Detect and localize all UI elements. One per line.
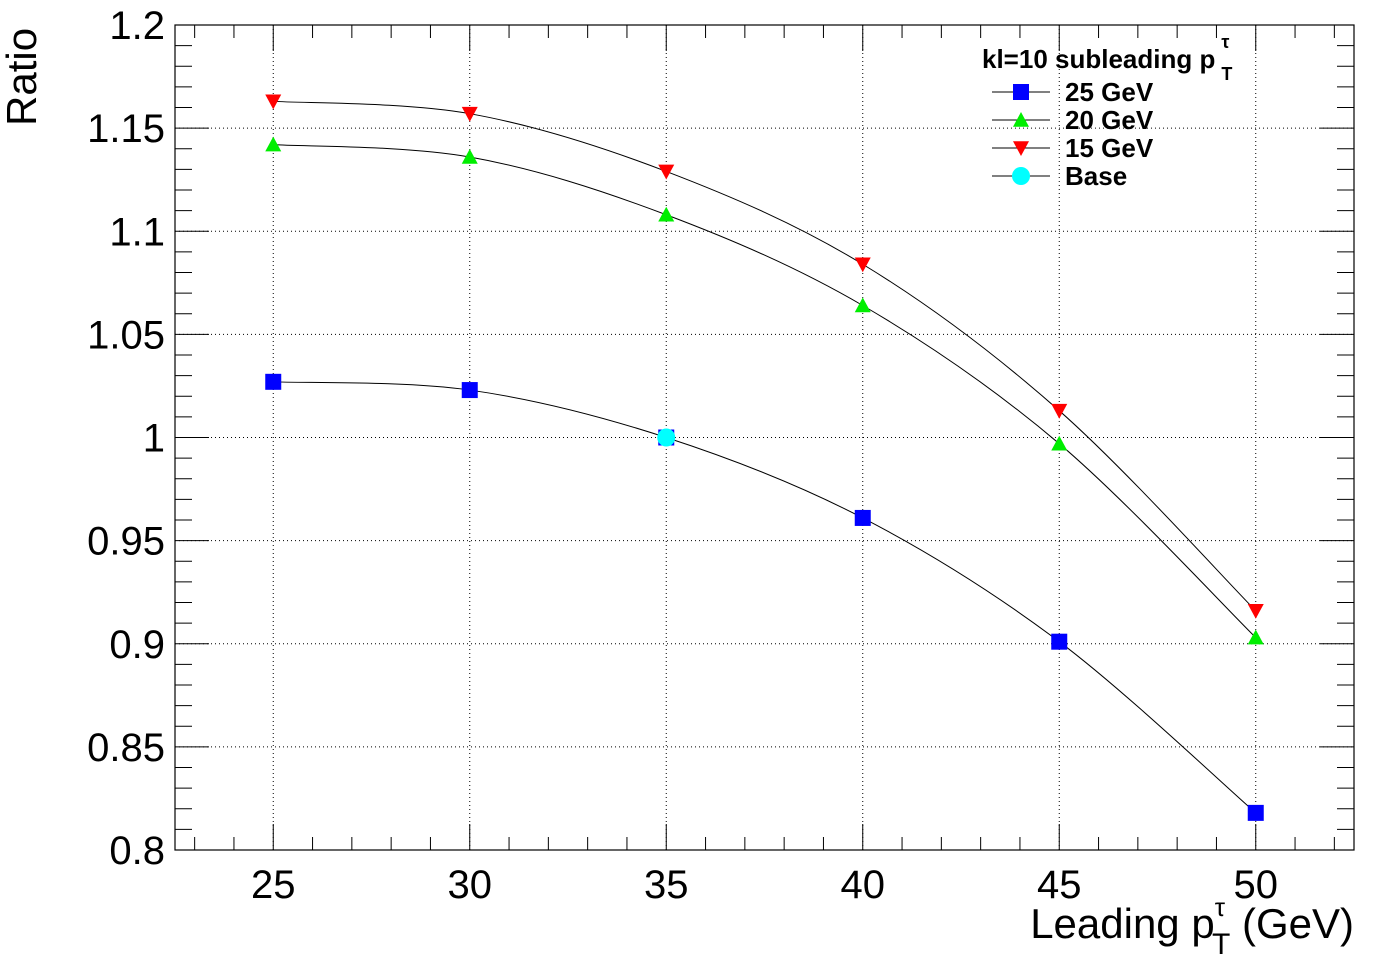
y-tick-label: 0.85 (87, 726, 165, 770)
y-tick-label: 1 (143, 417, 165, 461)
legend-marker (1013, 84, 1029, 100)
data-point-15-gev (265, 94, 282, 110)
y-tick-label: 1.15 (87, 107, 165, 151)
y-tick-label: 0.95 (87, 520, 165, 564)
data-point-15-gev (461, 106, 478, 122)
data-point-25-gev (1051, 633, 1068, 650)
legend-label: 20 GeV (1065, 105, 1154, 135)
y-axis-title: Ratio (0, 28, 45, 126)
data-point-15-gev (1051, 403, 1068, 419)
data-point-25-gev (265, 373, 282, 390)
x-tick-label: 25 (251, 863, 296, 907)
series-line-20-gev (273, 144, 1257, 638)
legend-marker (1013, 141, 1029, 156)
x-axis-title-subscript: T (1212, 928, 1230, 961)
legend-header-superscript: τ (1221, 32, 1229, 52)
x-axis-title-prefix: Leading p (1030, 900, 1215, 947)
series-markers (265, 94, 1264, 821)
legend-header: kl=10 subleading p τ T (982, 32, 1232, 84)
x-axis-title: Leading pτ T (GeV) (1030, 892, 1354, 961)
y-tick-label: 0.9 (109, 623, 165, 667)
x-tick-label: 30 (448, 863, 493, 907)
legend-label: 25 GeV (1065, 77, 1154, 107)
tick-labels: 25 30 35 40 45 50 0.8 0.85 0.9 0.95 1 1.05 1.1 1.15 1.… (87, 4, 1278, 907)
data-point-20-gev (854, 297, 871, 313)
y-tick-label: 0.8 (109, 829, 165, 873)
data-point-15-gev (854, 257, 871, 273)
x-tick-label: 35 (644, 863, 689, 907)
y-tick-label: 1.2 (109, 4, 165, 48)
data-point-20-gev (265, 136, 282, 152)
legend-marker (1012, 167, 1030, 185)
data-point-20-gev (1247, 629, 1264, 645)
legend-entry-base: Base (992, 161, 1127, 191)
x-tick-label: 50 (1234, 863, 1279, 907)
legend-header-subscript: T (1221, 64, 1232, 84)
y-tick-label: 1.1 (109, 210, 165, 254)
y-tick-label: 1.05 (87, 313, 165, 357)
axis-ticks (175, 24, 1354, 851)
series-line-25-gev (273, 381, 1257, 814)
series-lines (273, 100, 1257, 814)
x-axis-title-suffix: (GeV) (1230, 900, 1354, 947)
data-point-25-gev (1247, 804, 1264, 821)
data-point-20-gev (658, 206, 675, 222)
grid (175, 24, 1354, 851)
legend-label: 15 GeV (1065, 133, 1154, 163)
data-point-25-gev (854, 509, 871, 526)
series-line-15-gev (273, 100, 1257, 612)
legend-entry-15-gev: 15 GeV (992, 133, 1154, 163)
data-point-20-gev (461, 149, 478, 164)
x-tick-label: 40 (841, 863, 886, 907)
legend-entry-25-gev: 25 GeV (992, 77, 1154, 107)
data-point-15-gev (1247, 603, 1264, 619)
data-point-base (657, 428, 676, 447)
x-axis-title-superscript: τ (1215, 892, 1226, 922)
legend-entry-20-gev: 20 GeV (992, 105, 1154, 135)
legend-label: Base (1065, 161, 1127, 191)
legend-header-prefix: kl=10 subleading p (982, 44, 1215, 74)
legend-marker (1013, 112, 1029, 127)
data-point-20-gev (1051, 435, 1068, 451)
data-point-15-gev (658, 164, 675, 180)
x-tick-label: 45 (1037, 863, 1082, 907)
data-point-25-gev (461, 382, 478, 399)
